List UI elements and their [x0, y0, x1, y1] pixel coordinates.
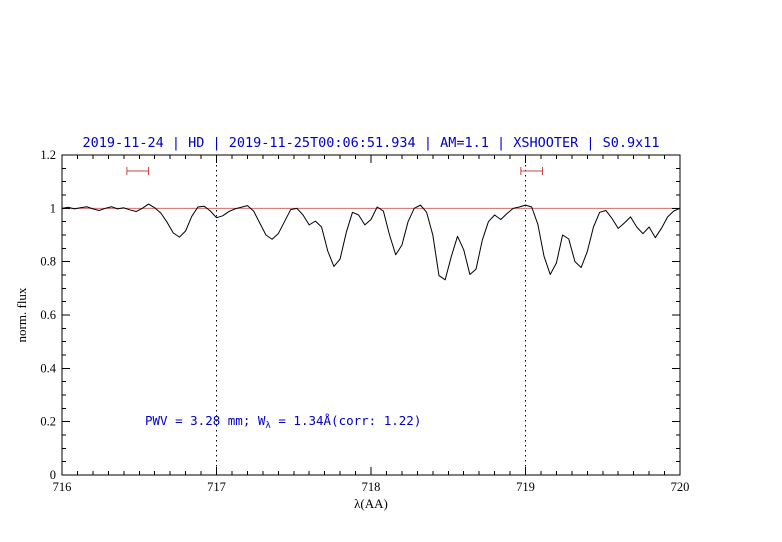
pwv-annotation: PWV = 3.28 mm; Wλ = 1.34Å(corr: 1.22) [145, 413, 421, 431]
x-tick-label: 719 [516, 480, 535, 494]
y-tick-label: 0 [50, 468, 56, 482]
y-tick-label: 0.4 [40, 361, 56, 375]
telluric-range-marker [126, 167, 150, 175]
y-tick-label: 1.2 [40, 148, 56, 162]
y-tick-label: 0.6 [40, 308, 56, 322]
pwv-annotation-post: = 1.34Å(corr: 1.22) [270, 413, 422, 428]
telluric-range-marker [520, 167, 543, 175]
y-tick-label: 0.8 [40, 255, 56, 269]
axis-frame [61, 154, 681, 476]
y-tick-label: 0.2 [40, 415, 56, 429]
x-axis-label: λ(AA) [354, 496, 388, 511]
pwv-annotation-sub: λ [265, 421, 271, 431]
tick-labels: 716 717 718 719 720 0 0.2 0.4 0.6 0.8 1 1.2 [40, 148, 689, 494]
spectrum-line [61, 203, 681, 281]
x-tick-label: 718 [362, 480, 381, 494]
y-tick-label: 1 [50, 201, 56, 215]
pwv-annotation-pre: PWV = 3.28 mm; W [145, 413, 266, 428]
x-tick-label: 717 [207, 480, 226, 494]
plot-title: 2019-11-24 | HD | 2019-11-25T00:06:51.93… [82, 135, 660, 151]
x-tick-label: 716 [53, 480, 72, 494]
x-tick-label: 720 [671, 480, 690, 494]
